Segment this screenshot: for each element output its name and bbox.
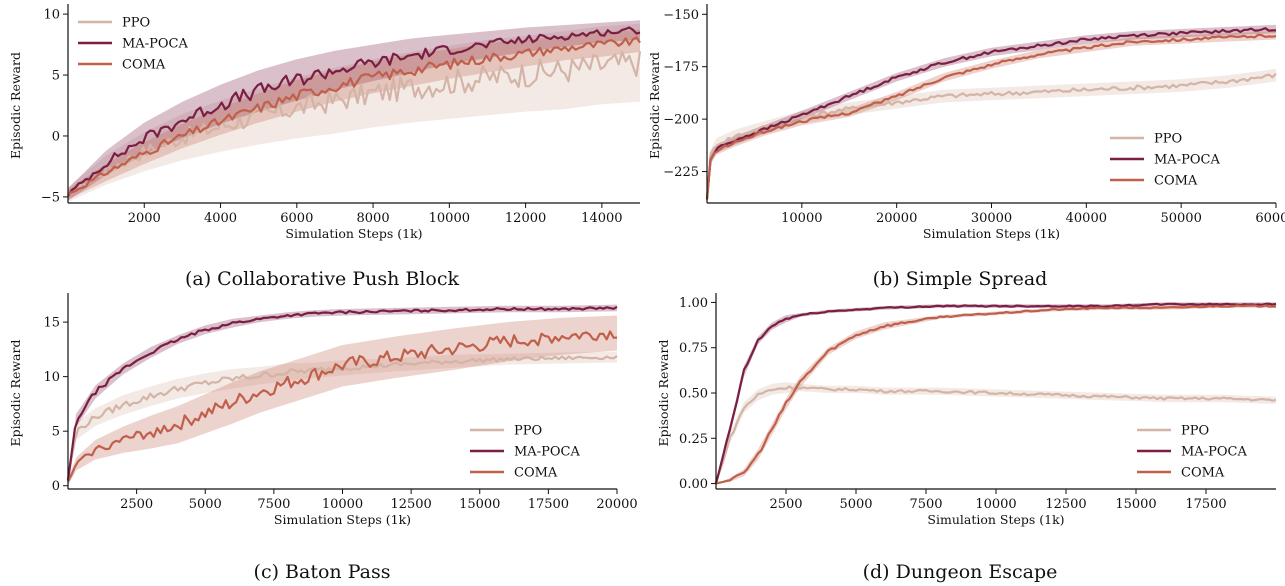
x-tick-label: 15000 (459, 497, 500, 512)
x-tick-label: 12500 (1045, 497, 1086, 512)
legend-label-ma-poca: MA-POCA (514, 445, 580, 460)
x-tick-label: 7500 (257, 497, 290, 512)
band-ppo (716, 382, 1276, 486)
series-line-coma (705, 33, 1277, 199)
caption-d: (d) Dungeon Escape (863, 561, 1058, 583)
legend: PPO MA-POCA COMA (1110, 132, 1220, 189)
x-tick-label: 17500 (1185, 497, 1226, 512)
x-tick-label: 20000 (596, 497, 637, 512)
series-line-ma-poca (67, 26, 641, 197)
y-tick-label: 0.00 (679, 477, 708, 492)
x-tick-label: 60000 (1255, 211, 1285, 226)
panel-dungeon-escape: 0.00 0.25 0.50 0.75 1.00 2500 5000 7500 10000 125… (656, 293, 1277, 527)
y-tick-label: 0 (52, 129, 60, 144)
panel-baton-pass: 0 5 10 15 2500 5000 7500 10000 12500 15000 17500 20… (8, 293, 638, 527)
series-line-coma (67, 36, 641, 196)
legend-label-ppo: PPO (514, 424, 542, 439)
legend: PPO MA-POCA COMA (1137, 424, 1247, 481)
x-tick-label: 10000 (322, 497, 363, 512)
y-axis-label: Episodic Reward (8, 52, 23, 159)
series-line-coma (715, 304, 1277, 485)
x-tick-label: 50000 (1160, 211, 1201, 226)
y-tick-label: 10 (43, 370, 60, 385)
y-tick-label: 0.75 (679, 341, 708, 356)
legend-label-coma: COMA (122, 58, 166, 73)
y-axis-label: Episodic Reward (656, 340, 671, 447)
y-tick-label: −200 (663, 113, 699, 128)
series-line-ppo (67, 50, 642, 194)
x-tick-label: 17500 (528, 497, 569, 512)
x-tick-label: 14000 (581, 211, 622, 226)
series-line-coma (67, 330, 618, 483)
y-tick-label: −150 (663, 8, 699, 23)
caption-a: (a) Collaborative Push Block (185, 268, 460, 290)
x-tick-label: 10000 (781, 211, 822, 226)
legend-label-coma: COMA (1154, 174, 1198, 189)
x-tick-label: 40000 (1066, 211, 1107, 226)
legend-label-ma-poca: MA-POCA (1154, 153, 1220, 168)
panel-simple-spread: −225 −200 −175 −150 10000 20000 30000 40000 5000… (647, 4, 1285, 241)
x-axis-label: Simulation Steps (1k) (923, 226, 1060, 241)
legend-label-ppo: PPO (1181, 424, 1209, 439)
x-tick-label: 2500 (769, 497, 802, 512)
x-tick-label: 12500 (390, 497, 431, 512)
x-tick-label: 2000 (128, 211, 161, 226)
series-line-ma-poca (714, 302, 1277, 484)
x-tick-label: 10000 (429, 211, 470, 226)
y-tick-label: 5 (52, 425, 60, 440)
x-tick-label: 30000 (971, 211, 1012, 226)
y-tick-label: 1.00 (679, 296, 708, 311)
y-tick-label: 0 (52, 479, 60, 494)
x-tick-label: 2500 (120, 497, 153, 512)
legend: PPO MA-POCA COMA (470, 424, 580, 481)
y-axis-label: Episodic Reward (647, 52, 662, 159)
legend-label-ppo: PPO (1154, 132, 1182, 147)
series-line-ma-poca (66, 305, 618, 481)
x-tick-label: 12000 (505, 211, 546, 226)
y-tick-label: 15 (43, 316, 60, 331)
x-tick-label: 20000 (876, 211, 917, 226)
y-tick-label: −5 (41, 190, 60, 205)
y-axis-label: Episodic Reward (8, 340, 23, 447)
band-ma-poca (68, 20, 640, 201)
panel-collaborative-push-block: −5 0 5 10 2000 4000 6000 8000 10000 12000 14000 Sim… (8, 4, 642, 241)
y-tick-label: −225 (663, 165, 699, 180)
legend-label-ppo: PPO (122, 16, 150, 31)
caption-c: (c) Baton Pass (254, 561, 391, 583)
x-tick-label: 7500 (909, 497, 942, 512)
x-tick-label: 8000 (357, 211, 390, 226)
x-tick-label: 10000 (975, 497, 1016, 512)
x-tick-label: 4000 (204, 211, 237, 226)
legend-label-coma: COMA (514, 466, 558, 481)
legend-label-ma-poca: MA-POCA (1181, 445, 1247, 460)
y-tick-label: −175 (663, 60, 699, 75)
y-tick-label: 0.50 (679, 387, 708, 402)
series-line-ppo (705, 72, 1277, 200)
x-axis-label: Simulation Steps (1k) (285, 226, 422, 241)
caption-b: (b) Simple Spread (873, 268, 1048, 290)
series-line-ma-poca (705, 27, 1276, 200)
y-tick-label: 5 (52, 69, 60, 84)
series-line-ppo (714, 385, 1277, 484)
legend-label-ma-poca: MA-POCA (122, 37, 188, 52)
band-ppo (68, 23, 640, 202)
x-tick-label: 5000 (189, 497, 222, 512)
y-tick-label: 0.25 (679, 432, 708, 447)
x-tick-label: 6000 (280, 211, 313, 226)
x-tick-label: 5000 (839, 497, 872, 512)
legend: PPO MA-POCA COMA (78, 16, 188, 73)
band-ppo (68, 351, 617, 485)
legend-label-coma: COMA (1181, 466, 1225, 481)
x-tick-label: 15000 (1115, 497, 1156, 512)
x-axis-label: Simulation Steps (1k) (927, 512, 1064, 527)
x-axis-label: Simulation Steps (1k) (274, 512, 411, 527)
y-tick-label: 10 (43, 8, 60, 23)
